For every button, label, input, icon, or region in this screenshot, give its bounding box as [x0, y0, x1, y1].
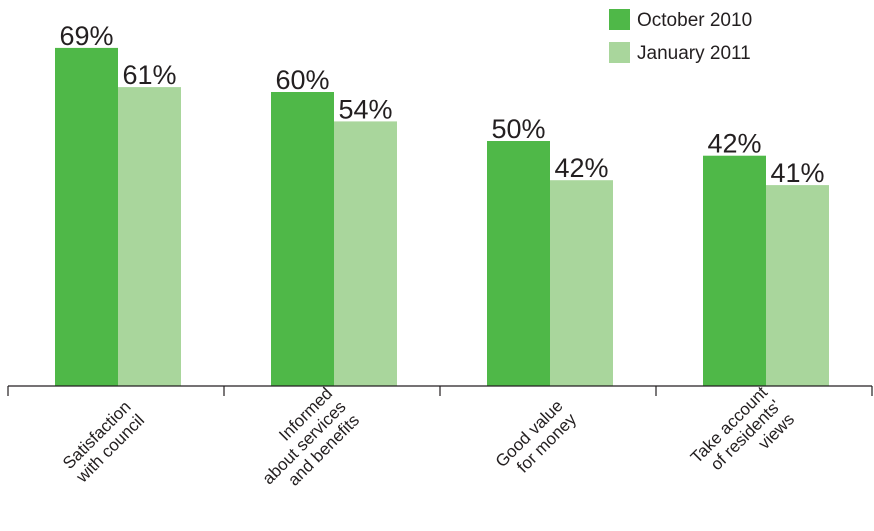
bar-january-2011-4: [766, 185, 829, 386]
bar-october-2010-3: [487, 141, 550, 386]
bar-january-2011-3: [550, 180, 613, 386]
data-labels-layer: 69% 61% 60% 54% 50% 42% 42% 41%: [59, 21, 824, 188]
bar-october-2010-1: [55, 47, 118, 387]
legend-item-october-2010: October 2010: [609, 9, 752, 31]
bars-layer: [55, 47, 829, 387]
data-label: 42%: [707, 129, 761, 159]
legend-label: October 2010: [637, 10, 752, 31]
data-label: 69%: [59, 21, 113, 51]
bar-january-2011-2: [334, 121, 397, 387]
data-label: 61%: [122, 60, 176, 90]
bar-october-2010-4: [703, 155, 766, 386]
bar-october-2010-2: [271, 92, 334, 386]
data-label: 60%: [275, 65, 329, 95]
data-label: 42%: [554, 153, 608, 183]
legend-label: January 2011: [637, 43, 751, 64]
legend-swatch: [609, 9, 630, 30]
legend-swatch: [609, 42, 630, 63]
x-axis: [7, 385, 873, 396]
legend: October 2010 January 2011: [609, 9, 752, 64]
data-label: 41%: [770, 158, 824, 188]
legend-item-january-2011: January 2011: [609, 42, 751, 64]
data-label: 54%: [338, 94, 392, 124]
data-label: 50%: [491, 114, 545, 144]
bar-january-2011-1: [118, 87, 181, 386]
